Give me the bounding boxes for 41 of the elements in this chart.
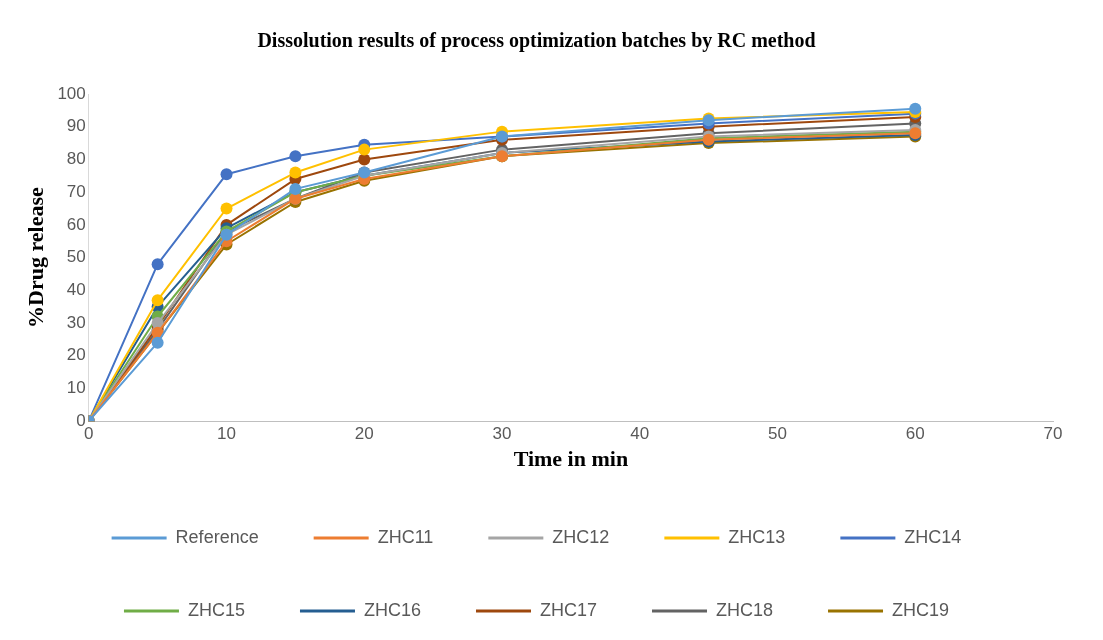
x-axis-title: Time in min <box>513 446 629 472</box>
legend-label: ZHC17 <box>539 599 598 620</box>
legend-label: ZHC15 <box>187 599 245 620</box>
x-tick-label: 20 <box>354 424 374 444</box>
point <box>151 336 164 349</box>
point <box>151 294 164 307</box>
legend-label: ZHC16 <box>363 599 421 620</box>
point <box>220 202 233 215</box>
legend-label: ZHC18 <box>716 599 774 620</box>
x-tick-label: 70 <box>1043 424 1063 444</box>
y-tick-label: 90 <box>66 116 86 136</box>
x-tick-label: 30 <box>492 424 512 444</box>
x-tick-label: 40 <box>630 424 650 444</box>
legend-label: ZHC11 <box>377 526 434 547</box>
legend-label: ZHC19 <box>892 599 950 620</box>
point <box>289 150 302 163</box>
y-tick-label: 10 <box>66 378 86 398</box>
legend-label: ZHC12 <box>552 526 610 547</box>
chart-title: Dissolution results of process optimization batches by RC method <box>257 29 816 53</box>
y-tick-label: 70 <box>66 181 86 201</box>
point <box>358 143 371 156</box>
legend-label: Reference <box>175 526 259 547</box>
point <box>289 182 302 195</box>
y-tick-label: 30 <box>66 312 86 332</box>
y-tick-label: 0 <box>76 410 86 430</box>
point <box>220 168 233 181</box>
y-tick-label: 40 <box>66 280 86 300</box>
y-tick-label: 50 <box>66 247 86 267</box>
x-tick-label: 50 <box>768 424 787 444</box>
y-tick-label: 60 <box>66 214 86 234</box>
y-tick-label: 80 <box>66 149 86 169</box>
y-tick-label: 20 <box>66 345 86 365</box>
y-tick-label: 100 <box>57 83 86 103</box>
x-tick-label: 10 <box>217 424 236 444</box>
point <box>909 102 922 115</box>
point <box>151 258 164 271</box>
point <box>289 166 302 179</box>
legend-label: ZHC13 <box>728 526 786 547</box>
y-axis-title: %Drug release <box>22 187 48 328</box>
x-tick-label: 60 <box>905 424 925 444</box>
legend-label: ZHC14 <box>904 526 962 547</box>
